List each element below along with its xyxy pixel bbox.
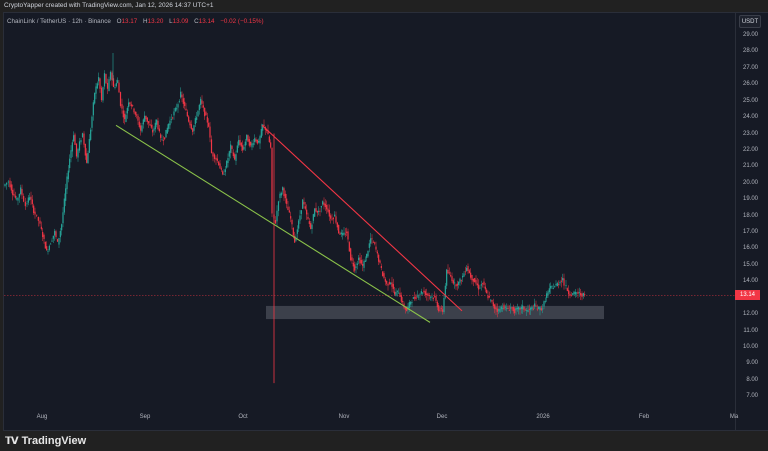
price-tick: 15.00: [742, 261, 758, 268]
last-price-label: 13.14: [735, 290, 760, 301]
resistance-trendline[interactable]: [261, 124, 463, 312]
price-tick: 28.00: [742, 48, 758, 55]
chart-pane[interactable]: [3, 12, 736, 431]
time-tick: Oct: [238, 414, 248, 420]
price-tick: 12.00: [742, 311, 758, 318]
time-tick: Nov: [338, 414, 350, 420]
attribution-text: CryptoYapper created with TradingView.co…: [4, 2, 214, 9]
tradingview-logo[interactable]: 𝗧𝗩 TradingView: [5, 435, 86, 447]
price-tick: 27.00: [742, 64, 758, 71]
price-tick: 10.00: [742, 343, 758, 350]
price-tick: 8.00: [746, 376, 758, 383]
price-tick: 11.00: [743, 327, 758, 334]
price-tick: 22.00: [742, 146, 758, 153]
attribution-bar: CryptoYapper created with TradingView.co…: [0, 0, 768, 12]
tradingview-logo-icon: 𝗧𝗩: [5, 435, 19, 447]
price-tick: 19.00: [742, 196, 758, 203]
price-tick: 20.00: [742, 179, 758, 186]
price-tick: 25.00: [742, 97, 758, 104]
high-value: 13.20: [147, 18, 164, 25]
low-label: L: [169, 18, 173, 25]
support-zone[interactable]: [266, 305, 604, 320]
price-tick: 9.00: [746, 360, 758, 367]
price-tick: 17.00: [742, 229, 758, 236]
price-tick: 18.00: [742, 212, 758, 219]
currency-button[interactable]: USDT: [739, 15, 761, 28]
low-value: 13.09: [172, 18, 189, 25]
price-tick: 7.00: [746, 393, 758, 400]
price-tick: 21.00: [742, 163, 758, 170]
symbol-title[interactable]: ChainLink / TetherUS · 12h · Binance: [7, 18, 111, 25]
open-value: 13.17: [121, 18, 138, 25]
time-tick: 2026: [536, 414, 550, 420]
price-tick: 24.00: [742, 114, 758, 121]
time-tick: Sep: [139, 414, 151, 420]
time-tick: Feb: [638, 414, 650, 420]
footer: [0, 431, 768, 451]
symbol-legend: ChainLink / TetherUS · 12h · Binance O13…: [7, 18, 264, 25]
price-axis[interactable]: [736, 12, 768, 431]
close-label: C: [194, 18, 199, 25]
high-label: H: [143, 18, 148, 25]
close-value: 13.14: [198, 18, 215, 25]
price-tick: 26.00: [742, 81, 758, 88]
price-tick: 23.00: [742, 130, 758, 137]
price-tick: 14.00: [742, 278, 758, 285]
time-tick: Dec: [436, 414, 448, 420]
time-tick: Aug: [36, 414, 48, 420]
time-tick: Ma: [729, 414, 739, 420]
price-tick: 29.00: [742, 32, 758, 38]
brand-name: TradingView: [21, 435, 87, 447]
change-value: −0.02 (−0.15%): [220, 18, 264, 25]
support-trendline[interactable]: [115, 124, 431, 323]
open-label: O: [116, 18, 122, 25]
price-tick: 16.00: [742, 245, 758, 252]
